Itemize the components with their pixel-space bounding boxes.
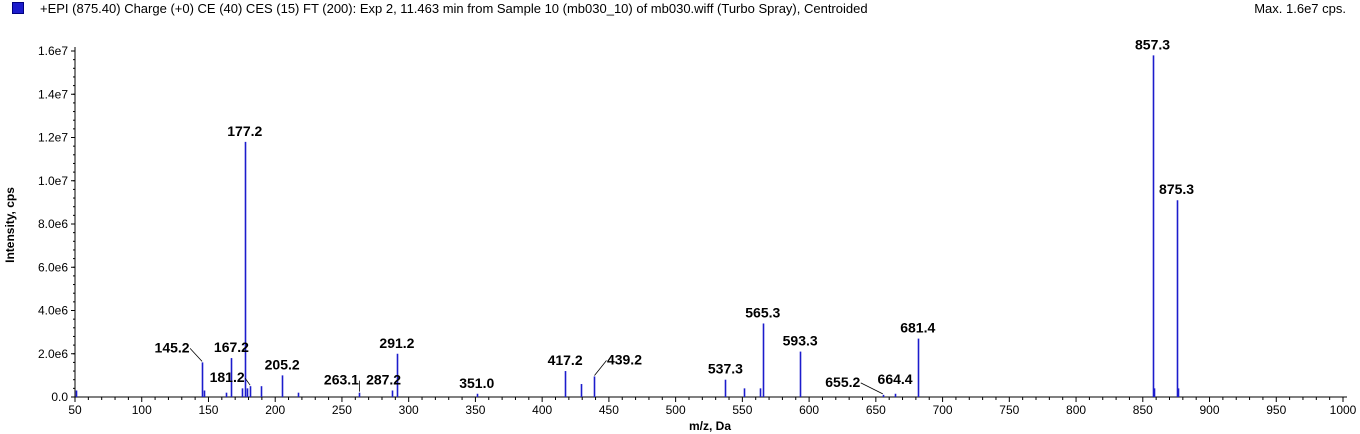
y-tick-label: 1.0e7 [38,174,68,188]
peak-label: 205.2 [265,356,300,372]
x-tick-label: 150 [198,403,218,417]
x-tick-label: 300 [399,403,419,417]
x-tick-label: 900 [1200,403,1220,417]
x-tick-label: 500 [666,403,686,417]
peak-label: 177.2 [227,123,262,139]
x-tick-label: 650 [866,403,886,417]
chart-peak-labels: 145.2 167.2 177.2 181.2 205.2 263.1 287.2 291.2… [155,36,1194,395]
y-tick-label: 6.0e6 [38,260,68,274]
y-tick-label: 0.0 [51,390,68,404]
peak-label: 681.4 [900,320,935,336]
chart-peaks [75,55,1180,397]
peak-label: 857.3 [1135,36,1170,52]
y-tick-label: 2.0e6 [38,347,68,361]
legend-swatch [12,2,24,14]
peak-label: 537.3 [708,361,743,377]
peak-label-leader [189,348,203,362]
peak-label: 287.2 [366,372,401,388]
x-tick-label: 50 [68,403,82,417]
peak-label: 565.3 [745,304,780,320]
peak-label: 664.4 [878,371,913,387]
x-tick-label: 100 [132,403,152,417]
x-tick-label: 850 [1133,403,1153,417]
peak-label-leader [594,360,607,376]
x-tick-label: 800 [1066,403,1086,417]
x-tick-label: 950 [1266,403,1286,417]
peak-label: 439.2 [607,351,642,367]
chart-title: +EPI (875.40) Charge (+0) CE (40) CES (1… [40,1,868,16]
x-tick-label: 1000 [1330,403,1357,417]
chart-axes: 0.0 2.0e6 4.0e6 6.0e6 8.0e6 1.0e7 1.2e7 1.4e7 1.… [38,44,1357,417]
y-tick-label: 1.6e7 [38,44,68,58]
peak-label-leader [244,377,251,386]
x-tick-label: 450 [599,403,619,417]
chart-header: +EPI (875.40) Charge (+0) CE (40) CES (1… [0,0,1360,18]
max-intensity-label: Max. 1.6e7 cps. [1254,1,1346,16]
y-tick-label: 1.2e7 [38,131,68,145]
y-tick-label: 4.0e6 [38,304,68,318]
peak-label: 593.3 [783,333,818,349]
x-tick-label: 750 [999,403,1019,417]
y-tick-label: 8.0e6 [38,217,68,231]
y-axis-label: Intensity, cps [3,187,17,263]
peak-label-leader [860,382,883,395]
x-tick-label: 400 [532,403,552,417]
peak-label: 181.2 [210,369,245,385]
peak-label: 875.3 [1159,181,1194,197]
peak-label: 167.2 [214,339,249,355]
peak-label: 145.2 [155,339,190,355]
x-tick-label: 550 [732,403,752,417]
x-tick-label: 700 [933,403,953,417]
peak-label: 417.2 [548,352,583,368]
peak-label: 291.2 [379,335,414,351]
peak-label: 351.0 [459,375,494,391]
x-tick-label: 250 [332,403,352,417]
x-axis-label: m/z, Da [689,419,731,433]
peak-label: 263.1 [324,372,359,388]
x-tick-label: 350 [465,403,485,417]
peak-label: 655.2 [825,374,860,390]
y-tick-label: 1.4e7 [38,87,68,101]
x-tick-label: 200 [265,403,285,417]
x-tick-label: 600 [799,403,819,417]
